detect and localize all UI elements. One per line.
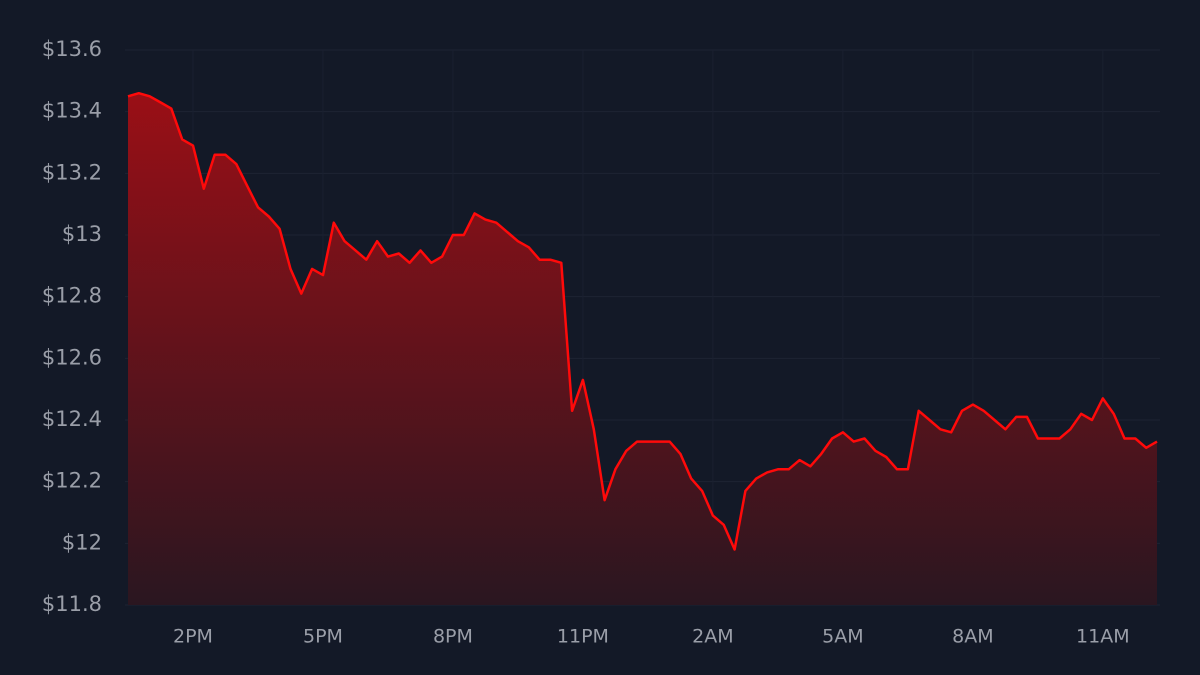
y-tick-label: $13.4: [42, 99, 102, 123]
x-tick-label: 5AM: [822, 626, 863, 648]
y-tick-label: $13.2: [42, 160, 102, 184]
y-tick-label: $13.6: [42, 37, 102, 61]
area-fill: [128, 93, 1157, 605]
y-tick-label: $12: [62, 530, 102, 554]
y-tick-label: $12.4: [42, 407, 102, 431]
x-tick-label: 11PM: [557, 626, 609, 648]
price-line: [127, 91, 1158, 551]
x-tick-label: 11AM: [1076, 626, 1130, 648]
x-tick-label: 8PM: [433, 626, 473, 648]
y-tick-label: $12.2: [42, 469, 102, 493]
x-tick-label: 2PM: [173, 626, 213, 648]
y-tick-label: $11.8: [42, 592, 102, 616]
y-tick-label: $12.6: [42, 345, 102, 369]
y-tick-label: $12.8: [42, 284, 102, 308]
x-tick-label: 5PM: [303, 626, 343, 648]
x-tick-label: 2AM: [692, 626, 733, 648]
x-tick-label: 8AM: [952, 626, 993, 648]
y-tick-label: $13: [62, 222, 102, 246]
